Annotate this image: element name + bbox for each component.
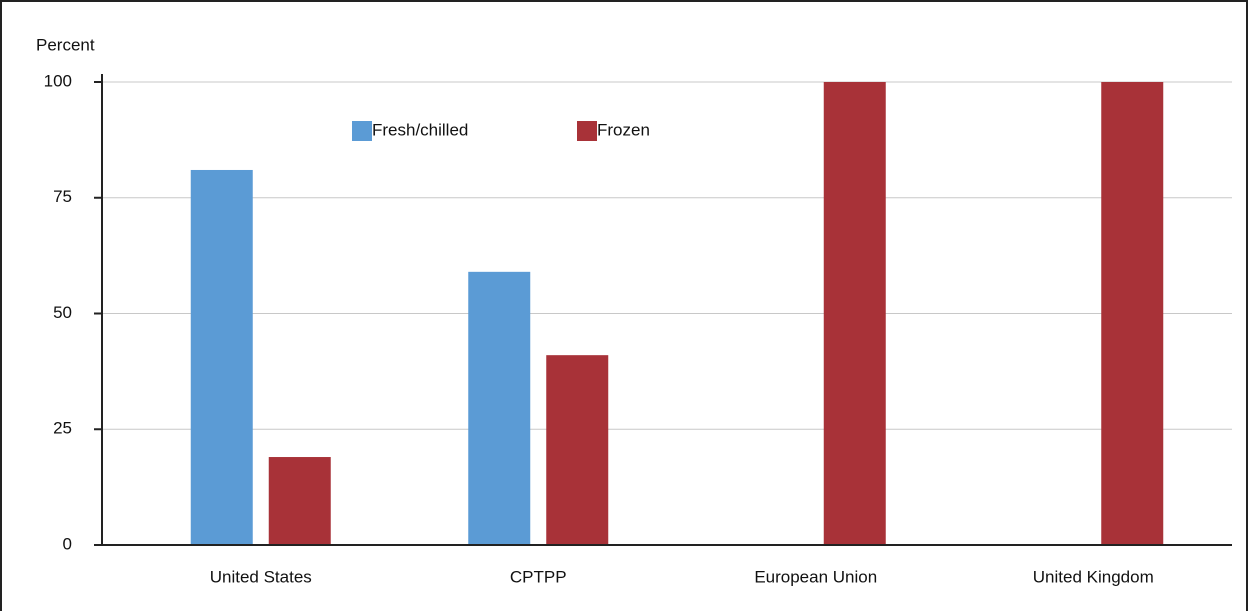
y-tick-label: 75 xyxy=(53,187,72,206)
x-tick-label: CPTPP xyxy=(510,567,567,586)
bar xyxy=(190,169,253,545)
bar xyxy=(468,271,531,545)
legend-swatch xyxy=(352,121,372,141)
y-tick-label: 0 xyxy=(63,534,72,553)
y-tick-label: 25 xyxy=(53,419,72,438)
x-tick-label: European Union xyxy=(754,567,877,586)
bar xyxy=(1101,82,1164,545)
y-axis-label: Percent xyxy=(36,35,95,54)
x-tick-label: United Kingdom xyxy=(1033,567,1154,586)
y-tick-label: 100 xyxy=(44,71,72,90)
legend-label: Frozen xyxy=(597,120,650,139)
bar xyxy=(546,355,609,545)
bar xyxy=(268,457,331,545)
x-tick-label: United States xyxy=(210,567,312,586)
bar xyxy=(823,82,886,545)
legend-swatch xyxy=(577,121,597,141)
legend-label: Fresh/chilled xyxy=(372,120,468,139)
y-tick-label: 50 xyxy=(53,303,72,322)
